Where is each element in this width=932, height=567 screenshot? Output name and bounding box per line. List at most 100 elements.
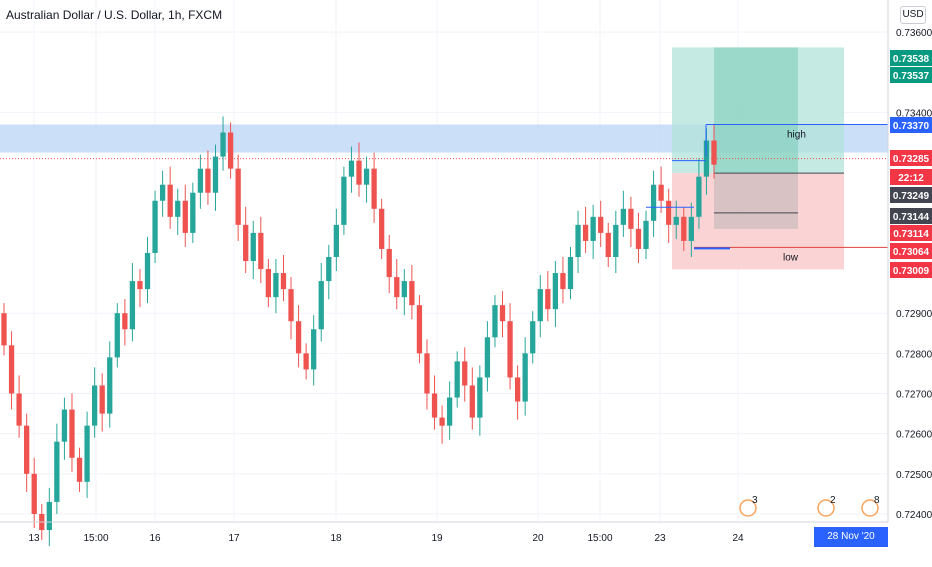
candle-body[interactable] bbox=[673, 216, 679, 225]
candle-body[interactable] bbox=[333, 224, 339, 257]
candle-body[interactable] bbox=[91, 385, 98, 426]
candle-body[interactable] bbox=[182, 200, 188, 233]
candle-body[interactable] bbox=[454, 361, 460, 398]
candle-body[interactable] bbox=[537, 289, 543, 322]
candle-body[interactable] bbox=[250, 232, 256, 261]
candle-body[interactable] bbox=[175, 200, 181, 217]
candle-body[interactable] bbox=[114, 313, 120, 358]
flag-icon[interactable] bbox=[817, 499, 835, 517]
candle-body[interactable] bbox=[303, 353, 309, 370]
candle-body[interactable] bbox=[431, 393, 438, 418]
candle-body[interactable] bbox=[137, 281, 143, 290]
time-tick-label: 15:00 bbox=[587, 533, 612, 544]
candle-body[interactable] bbox=[84, 425, 90, 482]
candle-body[interactable] bbox=[545, 289, 551, 310]
candle-body[interactable] bbox=[371, 168, 377, 209]
candle-body[interactable] bbox=[122, 313, 128, 330]
candle-body[interactable] bbox=[711, 140, 717, 165]
candle-body[interactable] bbox=[107, 357, 113, 414]
candle-body[interactable] bbox=[356, 160, 362, 185]
candle-body[interactable] bbox=[477, 377, 483, 418]
candle-body[interactable] bbox=[469, 385, 475, 418]
candle-body[interactable] bbox=[341, 176, 347, 225]
candle-body[interactable] bbox=[212, 156, 219, 193]
candle-body[interactable] bbox=[152, 200, 158, 253]
candle-body[interactable] bbox=[258, 232, 264, 270]
candle-body[interactable] bbox=[295, 321, 302, 354]
candle-body[interactable] bbox=[424, 353, 430, 394]
candle-body[interactable] bbox=[552, 273, 559, 310]
flag-icon[interactable] bbox=[861, 499, 879, 517]
candle-body[interactable] bbox=[159, 184, 166, 201]
candle-body[interactable] bbox=[582, 224, 589, 241]
candle-body[interactable] bbox=[46, 501, 52, 531]
candle-body[interactable] bbox=[416, 305, 423, 354]
candle-body[interactable] bbox=[650, 184, 657, 221]
candle-body[interactable] bbox=[1, 313, 7, 346]
candle-body[interactable] bbox=[348, 160, 355, 177]
candle-body[interactable] bbox=[16, 393, 22, 426]
candle-body[interactable] bbox=[681, 216, 687, 241]
candle-body[interactable] bbox=[567, 256, 574, 290]
candle-body[interactable] bbox=[61, 409, 68, 442]
candle-body[interactable] bbox=[24, 425, 30, 474]
candle-body[interactable] bbox=[386, 248, 392, 278]
candle-body[interactable] bbox=[613, 224, 619, 257]
candle-body[interactable] bbox=[31, 473, 37, 514]
candle-body[interactable] bbox=[598, 216, 604, 233]
candle-body[interactable] bbox=[54, 441, 60, 502]
candle-body[interactable] bbox=[243, 224, 249, 261]
candle-body[interactable] bbox=[446, 397, 453, 426]
flag-icon[interactable] bbox=[739, 499, 757, 517]
candle-body[interactable] bbox=[265, 269, 272, 298]
candle-body[interactable] bbox=[326, 256, 332, 282]
candle-body[interactable] bbox=[363, 168, 370, 185]
candle-body[interactable] bbox=[273, 273, 279, 298]
candle-body[interactable] bbox=[666, 200, 672, 225]
candle-body[interactable] bbox=[220, 132, 226, 157]
candle-body[interactable] bbox=[318, 281, 324, 330]
candle-body[interactable] bbox=[409, 281, 415, 306]
candle-body[interactable] bbox=[575, 224, 581, 257]
candle-body[interactable] bbox=[507, 321, 513, 378]
candle-body[interactable] bbox=[190, 192, 196, 233]
candle-body[interactable] bbox=[514, 377, 521, 402]
candle-body[interactable] bbox=[379, 208, 385, 249]
candle-body[interactable] bbox=[530, 321, 536, 354]
candle-body[interactable] bbox=[560, 273, 566, 290]
candle-body[interactable] bbox=[280, 273, 287, 290]
candle-body[interactable] bbox=[99, 385, 105, 414]
candle-body[interactable] bbox=[129, 281, 136, 330]
candle-body[interactable] bbox=[227, 132, 234, 169]
candle-body[interactable] bbox=[401, 281, 407, 298]
candle-body[interactable] bbox=[462, 361, 468, 386]
candle-body[interactable] bbox=[76, 457, 83, 482]
candle-body[interactable] bbox=[499, 305, 506, 322]
candle-body[interactable] bbox=[8, 345, 15, 394]
candlestick-chart[interactable]: high low 0.73600 0.73400 0.72900 0.72800 0.727… bbox=[0, 0, 932, 550]
candle-body[interactable] bbox=[643, 220, 649, 249]
candle-body[interactable] bbox=[484, 337, 491, 378]
candle-body[interactable] bbox=[205, 168, 211, 193]
candle-body[interactable] bbox=[167, 184, 173, 217]
candle-body[interactable] bbox=[288, 289, 294, 322]
candle-body[interactable] bbox=[522, 353, 528, 402]
candle-body[interactable] bbox=[492, 305, 498, 338]
candle-body[interactable] bbox=[590, 216, 596, 241]
currency-button[interactable]: USD bbox=[900, 6, 926, 24]
candle-body[interactable] bbox=[69, 409, 75, 458]
candle-body[interactable] bbox=[394, 277, 400, 298]
candle-body[interactable] bbox=[235, 168, 241, 225]
candle-body[interactable] bbox=[635, 228, 642, 249]
candle-body[interactable] bbox=[439, 417, 445, 426]
candle-body[interactable] bbox=[703, 140, 710, 177]
candle-body[interactable] bbox=[144, 252, 151, 290]
candle-body[interactable] bbox=[620, 208, 627, 225]
candle-body[interactable] bbox=[311, 329, 317, 370]
candle-body[interactable] bbox=[197, 168, 204, 193]
candle-body[interactable] bbox=[658, 184, 664, 201]
candle-body[interactable] bbox=[696, 176, 702, 217]
candle-body[interactable] bbox=[628, 208, 634, 229]
candle-body[interactable] bbox=[605, 232, 611, 257]
candle-body[interactable] bbox=[688, 216, 694, 241]
